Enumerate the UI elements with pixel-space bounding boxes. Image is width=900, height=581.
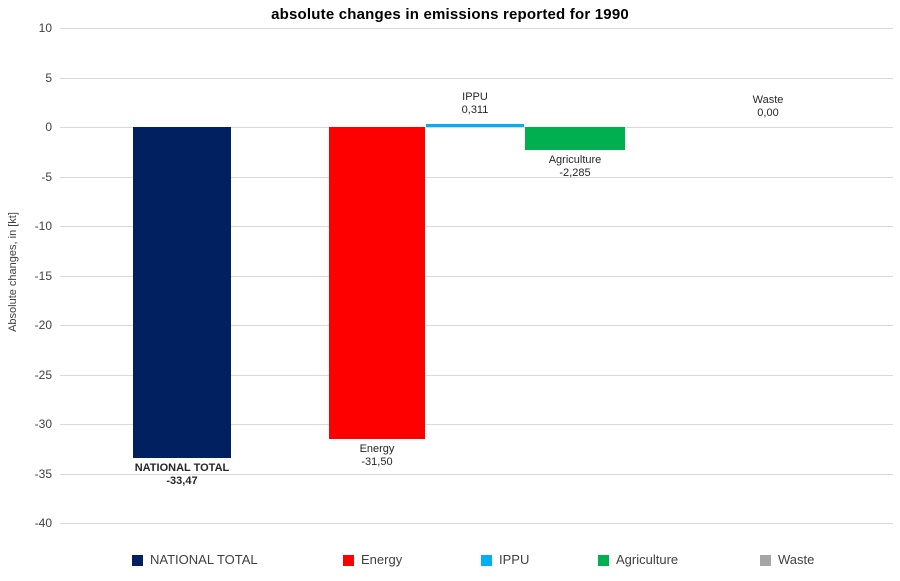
bar-label-ippu: IPPU 0,311 bbox=[400, 91, 550, 117]
category-value: -31,50 bbox=[361, 455, 393, 468]
legend-label: IPPU bbox=[499, 552, 530, 567]
bar-agriculture bbox=[525, 127, 625, 150]
y-tick-label: 5 bbox=[45, 70, 52, 85]
bar-label-agriculture: Agriculture -2,285 bbox=[500, 154, 650, 180]
bar-ippu bbox=[426, 123, 524, 127]
legend-label: NATIONAL TOTAL bbox=[150, 552, 258, 567]
gridline bbox=[60, 176, 893, 178]
gridline bbox=[60, 275, 893, 277]
legend-swatch-agriculture bbox=[598, 555, 609, 566]
y-tick-label: -25 bbox=[34, 367, 52, 382]
legend-swatch-energy bbox=[343, 555, 354, 566]
gridline bbox=[60, 77, 893, 79]
bar-label-energy: Energy -31,50 bbox=[302, 443, 452, 469]
legend-item-waste: Waste bbox=[760, 552, 814, 567]
y-tick-label: -30 bbox=[34, 417, 52, 431]
y-tick-label: -35 bbox=[34, 466, 52, 481]
bar-label-waste: Waste 0,00 bbox=[693, 94, 843, 120]
legend-item-agriculture: Agriculture bbox=[598, 552, 678, 567]
legend-swatch-waste bbox=[760, 555, 771, 566]
category-name: NATIONAL TOTAL bbox=[134, 462, 230, 475]
category-value: -33,47 bbox=[166, 475, 198, 488]
gridline bbox=[60, 127, 893, 128]
gridline bbox=[60, 325, 893, 326]
category-name: Agriculture bbox=[548, 153, 602, 166]
y-tick-label: 10 bbox=[38, 21, 52, 35]
category-value: -2,285 bbox=[559, 166, 591, 179]
gridline bbox=[60, 226, 893, 227]
category-name: Waste bbox=[752, 94, 784, 106]
category-name: IPPU bbox=[462, 90, 488, 103]
y-tick-label: -10 bbox=[34, 219, 52, 233]
gridline bbox=[60, 473, 893, 475]
legend-label: Agriculture bbox=[616, 552, 679, 567]
y-tick-label: -5 bbox=[41, 169, 52, 184]
bar-national-total bbox=[133, 127, 231, 459]
gridline bbox=[60, 28, 893, 29]
legend-item-national-total: NATIONAL TOTAL bbox=[132, 552, 258, 567]
gridline bbox=[60, 374, 893, 376]
category-name: Energy bbox=[359, 442, 395, 455]
y-tick-label: -15 bbox=[34, 268, 52, 283]
y-tick-label: -40 bbox=[34, 516, 52, 530]
y-tick-label: 0 bbox=[45, 120, 52, 134]
bar-label-national-total: NATIONAL TOTAL -33,47 bbox=[107, 462, 257, 488]
bar-energy bbox=[329, 127, 425, 439]
legend-label: Waste bbox=[778, 552, 815, 567]
y-tick-label: -20 bbox=[34, 318, 52, 332]
legend-label: Energy bbox=[361, 552, 403, 567]
legend-item-ippu: IPPU bbox=[481, 552, 529, 567]
category-value: 0,311 bbox=[461, 103, 489, 116]
chart-title: absolute changes in emissions reported f… bbox=[271, 6, 629, 23]
category-value: 0,00 bbox=[757, 107, 779, 119]
legend-item-energy: Energy bbox=[343, 552, 402, 567]
gridline bbox=[60, 424, 893, 425]
gridline bbox=[60, 523, 893, 524]
legend-swatch-national-total bbox=[132, 555, 143, 566]
legend-swatch-ippu bbox=[481, 555, 492, 566]
